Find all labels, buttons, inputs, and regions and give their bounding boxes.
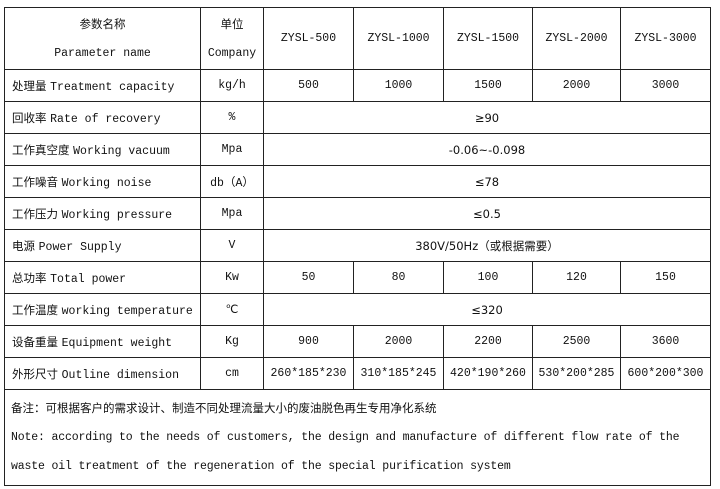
param-name: 工作真空度 Working vacuum	[4, 133, 201, 166]
value-cell: 2000	[532, 69, 621, 102]
value-cell-merged: ≤0.5	[263, 197, 711, 230]
param-name-en: Equipment weight	[61, 336, 173, 350]
table-row: 外形尺寸 Outline dimension cm 260*185*230 310*1…	[4, 357, 711, 390]
param-name-cn: 回收率	[12, 110, 51, 125]
unit-header: 单位 Company	[200, 7, 264, 70]
param-name: 回收率 Rate of recovery	[4, 101, 201, 134]
param-header: 参数名称 Parameter name	[4, 7, 201, 70]
param-name: 设备重量 Equipment weight	[4, 325, 201, 358]
value-cell: 150	[620, 261, 711, 294]
model-header: ZYSL-1500	[443, 7, 533, 70]
param-name: 外形尺寸 Outline dimension	[4, 357, 201, 390]
value-cell-merged: ≤320	[263, 293, 711, 326]
unit-cell: Mpa	[200, 197, 264, 230]
value-cell-merged: ≥90	[263, 101, 711, 134]
unit-cell: Mpa	[200, 133, 264, 166]
param-name: 处理量 Treatment capacity	[4, 69, 201, 102]
param-name-cn: 设备重量	[12, 334, 62, 349]
value-cell: 530*200*285	[532, 357, 621, 390]
table-row: 处理量 Treatment capacity kg/h 500 1000 1500 200…	[4, 69, 711, 102]
unit-header-cn: 单位	[220, 16, 244, 31]
value-cell: 420*190*260	[443, 357, 533, 390]
value-cell: 2500	[532, 325, 621, 358]
param-name-en: Outline dimension	[61, 368, 179, 382]
value-cell: 1000	[353, 69, 444, 102]
param-name: 电源 Power Supply	[4, 229, 201, 262]
spec-table: 参数名称 Parameter name 单位 Company ZYSL-500 ZY…	[4, 7, 711, 486]
note-cn: 备注：可根据客户的需求设计、制造不同处理流量大小的废油脱色再生专用净化系统	[11, 401, 437, 415]
header-row: 参数名称 Parameter name 单位 Company ZYSL-500 ZY…	[4, 7, 711, 70]
unit-cell: Kw	[200, 261, 264, 294]
param-name-en: Working pressure	[61, 208, 173, 222]
unit-cell: V	[200, 229, 264, 262]
value-cell: 120	[532, 261, 621, 294]
value-cell: 1500	[443, 69, 533, 102]
value-cell-merged: ≤78	[263, 165, 711, 198]
value-cell-merged: -0.06~-0.098	[263, 133, 711, 166]
model-header: ZYSL-2000	[532, 7, 621, 70]
model-header: ZYSL-1000	[353, 7, 444, 70]
param-name-cn: 电源	[12, 238, 39, 253]
value-cell: 500	[263, 69, 354, 102]
table-row: 总功率 Total power Kw 50 80 100 120 150	[4, 261, 711, 294]
param-name-cn: 总功率	[12, 270, 51, 285]
value-cell-merged: 380V/50Hz（或根据需要）	[263, 229, 711, 262]
param-name-cn: 工作温度	[12, 302, 62, 317]
param-header-en: Parameter name	[54, 46, 151, 60]
unit-cell: cm	[200, 357, 264, 390]
table-row: 工作噪音 Working noise db（A） ≤78	[4, 165, 711, 198]
param-name-en: Power Supply	[38, 240, 122, 254]
value-cell: 100	[443, 261, 533, 294]
param-name-cn: 工作压力	[12, 206, 62, 221]
param-name-cn: 外形尺寸	[12, 366, 62, 381]
unit-cell: ℃	[200, 293, 264, 326]
param-header-cn: 参数名称	[79, 16, 126, 31]
value-cell: 50	[263, 261, 354, 294]
table-row: 回收率 Rate of recovery% ≥90	[4, 101, 711, 134]
unit-cell: kg/h	[200, 69, 264, 102]
value-cell: 600*200*300	[620, 357, 711, 390]
table-row: 工作真空度 Working vacuum Mpa -0.06~-0.098	[4, 133, 711, 166]
table-row: 工作温度 working temperature ℃ ≤320	[4, 293, 711, 326]
unit-cell: Kg	[200, 325, 264, 358]
note-en: Note: according to the needs of customer…	[11, 431, 680, 473]
param-name-en: working temperature	[61, 304, 193, 318]
table-row: 设备重量 Equipment weight Kg 900 2000 2200 2500 36…	[4, 325, 711, 358]
unit-header-en: Company	[207, 46, 257, 60]
param-name-cn: 工作真空度	[12, 142, 74, 157]
value-cell: 260*185*230	[263, 357, 354, 390]
param-name-en: Rate of recovery	[50, 112, 161, 126]
param-name: 工作噪音 Working noise	[4, 165, 201, 198]
param-name-en: Working vacuum	[73, 144, 170, 158]
table-row: 工作压力 Working pressure Mpa ≤0.5	[4, 197, 711, 230]
value-cell: 900	[263, 325, 354, 358]
value-cell: 3600	[620, 325, 711, 358]
param-name: 总功率 Total power	[4, 261, 201, 294]
value-cell: 2200	[443, 325, 533, 358]
param-name: 工作压力 Working pressure	[4, 197, 201, 230]
value-cell: 80	[353, 261, 444, 294]
value-cell: 310*185*245	[353, 357, 444, 390]
param-name-cn: 处理量	[12, 78, 51, 93]
param-name-en: Treatment capacity	[50, 80, 175, 94]
note-row: 备注：可根据客户的需求设计、制造不同处理流量大小的废油脱色再生专用净化系统 Not…	[4, 389, 711, 486]
param-name: 工作温度 working temperature	[4, 293, 201, 326]
value-cell: 2000	[353, 325, 444, 358]
param-name-cn: 工作噪音	[12, 174, 62, 189]
value-cell: 3000	[620, 69, 711, 102]
table-row: 电源 Power Supply V 380V/50Hz（或根据需要）	[4, 229, 711, 262]
model-header: ZYSL-500	[263, 7, 354, 70]
model-header: ZYSL-3000	[620, 7, 711, 70]
param-name-en: Working noise	[61, 176, 152, 190]
unit-cell: %	[200, 101, 264, 134]
note-cell: 备注：可根据客户的需求设计、制造不同处理流量大小的废油脱色再生专用净化系统 Not…	[4, 389, 711, 486]
unit-cell: db（A）	[200, 165, 264, 198]
param-name-en: Total power	[50, 272, 127, 286]
